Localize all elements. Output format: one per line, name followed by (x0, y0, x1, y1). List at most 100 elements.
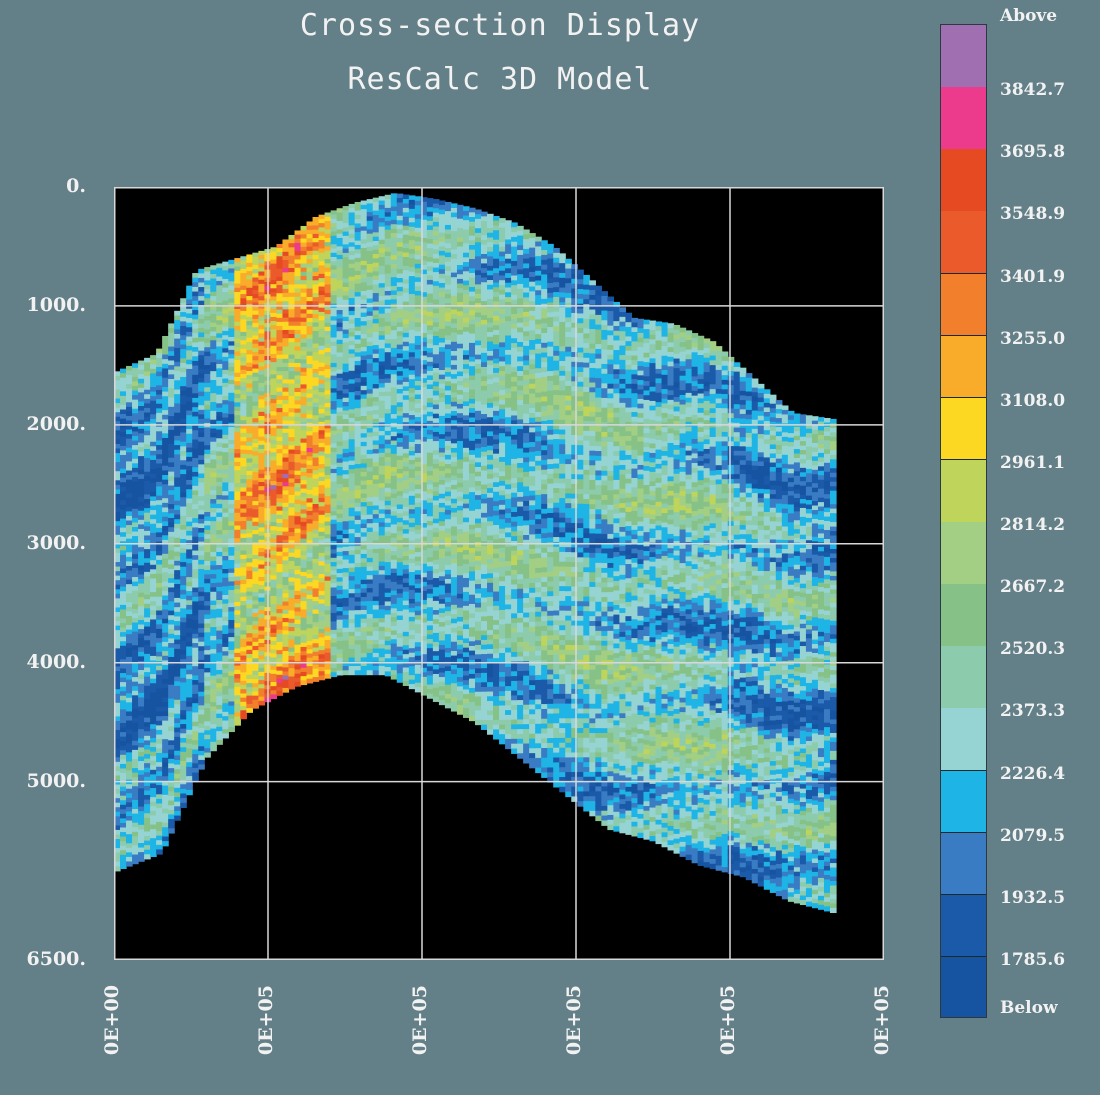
heatmap-cell (198, 669, 205, 674)
heatmap-cell (156, 762, 163, 767)
heatmap-cell (216, 499, 223, 504)
heatmap-cell (331, 532, 338, 537)
heatmap-cell (282, 511, 289, 516)
heatmap-cell (216, 465, 223, 470)
heatmap-cell (144, 754, 151, 759)
heatmap-cell (379, 462, 386, 467)
heatmap-cell (349, 456, 356, 461)
heatmap-cell (373, 224, 380, 229)
heatmap-cell (367, 359, 374, 364)
heatmap-cell (192, 342, 199, 347)
heatmap-cell (258, 688, 265, 693)
heatmap-cell (240, 471, 247, 476)
heatmap-cell (186, 642, 193, 647)
heatmap-cell (343, 555, 350, 560)
heatmap-cell (349, 379, 356, 384)
heatmap-cell (355, 537, 362, 542)
heatmap-cell (331, 367, 338, 372)
heatmap-cell (325, 577, 332, 582)
heatmap-cell (120, 750, 127, 755)
heatmap-cell (337, 280, 344, 285)
heatmap-cell (168, 750, 175, 755)
heatmap-cell (222, 539, 229, 544)
heatmap-cell (180, 682, 187, 687)
heatmap-cell (192, 453, 199, 458)
heatmap-cell (150, 542, 157, 547)
heatmap-cell (276, 330, 283, 335)
heatmap-cell (132, 827, 139, 832)
heatmap-cell (180, 743, 187, 748)
heatmap-cell (162, 735, 169, 740)
heatmap-cell (295, 446, 302, 451)
heatmap-cell (349, 311, 356, 316)
heatmap-cell (325, 382, 332, 387)
heatmap-cell (379, 470, 386, 475)
heatmap-cell (174, 515, 181, 520)
heatmap-cell (240, 265, 247, 270)
heatmap-cell (319, 447, 326, 452)
heatmap-cell (132, 663, 139, 668)
heatmap-cell (168, 467, 175, 472)
heatmap-cell (204, 672, 211, 677)
heatmap-cell (156, 454, 163, 459)
heatmap-cell (174, 348, 181, 353)
heatmap-cell (126, 675, 133, 680)
heatmap-cell (379, 588, 386, 593)
heatmap-cell (156, 826, 163, 831)
heatmap-cell (337, 518, 344, 523)
heatmap-cell (216, 329, 223, 334)
heatmap-cell (156, 845, 163, 850)
heatmap-cell (319, 566, 326, 571)
heatmap-cell (367, 273, 374, 278)
heatmap-cell (355, 309, 362, 314)
heatmap-cell (355, 606, 362, 611)
heatmap-cell (355, 464, 362, 469)
heatmap-cell (246, 637, 253, 642)
heatmap-cell (228, 281, 235, 286)
heatmap-cell (168, 773, 175, 778)
heatmap-cell (174, 552, 181, 557)
heatmap-cell (282, 474, 289, 479)
heatmap-cell (216, 692, 223, 697)
heatmap-cell (246, 554, 253, 559)
heatmap-cell (343, 325, 350, 330)
heatmap-cell (282, 256, 289, 261)
heatmap-cell (126, 775, 133, 780)
heatmap-cell (349, 204, 356, 209)
heatmap-cell (174, 311, 181, 316)
heatmap-cell (186, 286, 193, 291)
heatmap-cell (156, 390, 163, 395)
y-tick-label: 6500. (0, 948, 86, 970)
heatmap-cell (126, 452, 133, 457)
heatmap-cell (150, 692, 157, 697)
heatmap-cell (355, 370, 362, 375)
heatmap-cell (337, 509, 344, 514)
heatmap-cell (210, 380, 217, 385)
heatmap-cell (276, 338, 283, 343)
heatmap-cell (349, 392, 356, 397)
heatmap-cell (174, 691, 181, 696)
heatmap-cell (325, 560, 332, 565)
heatmap-cell (367, 411, 374, 416)
heatmap-cell (138, 561, 145, 566)
heatmap-cell (337, 671, 344, 676)
heatmap-cell (186, 531, 193, 536)
heatmap-cell (325, 242, 332, 247)
heatmap-cell (174, 417, 181, 422)
heatmap-cell (222, 495, 229, 500)
heatmap-cell (198, 746, 205, 751)
heatmap-cell (367, 255, 374, 260)
heatmap-cell (361, 631, 368, 636)
heatmap-cell (180, 627, 187, 632)
heatmap-cell (367, 320, 374, 325)
heatmap-cell (162, 489, 169, 494)
heatmap-cell (168, 666, 175, 671)
heatmap-cell (228, 491, 235, 496)
heatmap-cell (319, 650, 326, 655)
heatmap-cell (210, 715, 217, 720)
heatmap-cell (198, 351, 205, 356)
heatmap-cell (373, 375, 380, 380)
heatmap-cell (301, 514, 308, 519)
heatmap-cell (313, 525, 320, 530)
heatmap-cell (150, 838, 157, 843)
